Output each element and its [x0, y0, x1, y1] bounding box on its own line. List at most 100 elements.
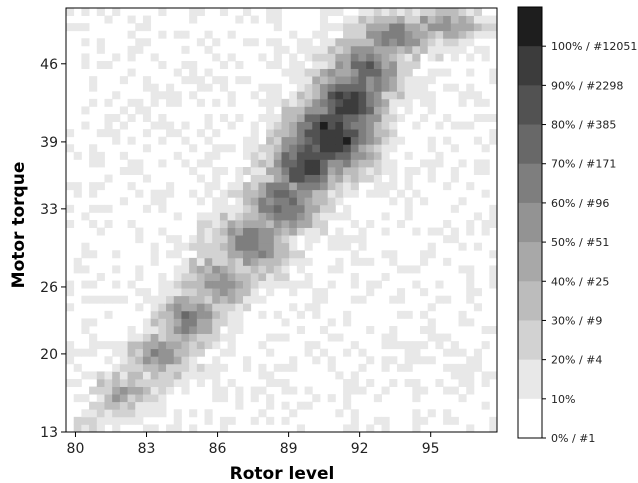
heatmap-cell: [327, 174, 336, 183]
heatmap-cell: [135, 371, 144, 380]
heatmap-cell: [158, 204, 167, 213]
heatmap-cell: [89, 159, 98, 168]
heatmap-cell: [266, 174, 275, 183]
heatmap-cell: [250, 136, 259, 145]
heatmap-cell: [281, 167, 290, 175]
colorbar-label: 10%: [551, 393, 575, 406]
heatmap-cell: [204, 68, 213, 77]
heatmap-cell: [127, 341, 136, 350]
heatmap-cell: [127, 182, 136, 191]
heatmap-cell: [389, 30, 398, 39]
heatmap-cell: [81, 38, 90, 47]
heatmap-cell: [150, 341, 159, 350]
heatmap-cell: [112, 416, 121, 425]
colorbar-label: 20% / #4: [551, 354, 602, 367]
heatmap-cell: [420, 76, 429, 85]
heatmap-cell: [343, 348, 352, 357]
heatmap-cell: [296, 114, 305, 122]
heatmap-cell: [189, 8, 198, 16]
heatmap-cell: [104, 409, 113, 418]
heatmap-cell: [312, 174, 321, 183]
heatmap-cell: [189, 15, 198, 24]
heatmap-cell: [312, 235, 321, 244]
heatmap-cell: [296, 106, 305, 115]
heatmap-cell: [166, 333, 175, 342]
heatmap-cell: [258, 204, 267, 213]
heatmap-cell: [266, 106, 275, 115]
colorbar-segment: [518, 398, 542, 439]
heatmap-cell: [112, 409, 121, 418]
heatmap-cell: [81, 280, 90, 289]
heatmap-cell: [343, 189, 352, 198]
heatmap-cell: [96, 273, 105, 281]
heatmap-cell: [381, 23, 390, 32]
heatmap-cell: [389, 91, 398, 100]
heatmap-cell: [373, 129, 382, 138]
heatmap-cell: [219, 83, 229, 92]
heatmap-cell: [389, 83, 398, 92]
heatmap-cell: [181, 121, 190, 130]
heatmap-cell: [189, 76, 198, 85]
heatmap-cell: [281, 416, 290, 425]
heatmap-cell: [458, 23, 467, 32]
heatmap-cell: [489, 129, 498, 138]
heatmap-cell: [350, 379, 359, 387]
heatmap-cell: [273, 242, 282, 251]
heatmap-cell: [489, 424, 498, 433]
heatmap-cell: [412, 30, 421, 39]
heatmap-cell: [327, 61, 336, 69]
heatmap-cell: [173, 280, 182, 289]
heatmap-cell: [219, 394, 229, 403]
heatmap-cell: [89, 348, 98, 357]
heatmap-cell: [142, 76, 152, 85]
heatmap-cell: [281, 189, 290, 198]
heatmap-cell: [381, 38, 390, 47]
heatmap-cell: [173, 303, 182, 312]
heatmap-cell: [166, 303, 175, 312]
heatmap-cell: [196, 280, 205, 289]
heatmap-cell: [366, 61, 375, 69]
heatmap-cell: [196, 212, 205, 221]
heatmap-cell: [227, 220, 236, 228]
heatmap-cell: [466, 265, 475, 274]
heatmap-cell: [304, 348, 313, 357]
heatmap-cell: [204, 136, 213, 145]
heatmap-cell: [243, 363, 252, 372]
heatmap-cell: [166, 91, 175, 100]
heatmap-cell: [243, 182, 252, 191]
heatmap-cell: [381, 250, 390, 259]
heatmap-cell: [166, 235, 175, 244]
heatmap-cell: [281, 250, 290, 259]
heatmap-cell: [335, 265, 344, 274]
heatmap-cell: [343, 121, 352, 130]
heatmap-cell: [266, 129, 275, 138]
heatmap-cell: [427, 167, 436, 175]
heatmap-cell: [343, 129, 352, 138]
heatmap-cell: [235, 114, 244, 122]
heatmap-cell: [212, 379, 221, 387]
heatmap-cell: [189, 273, 198, 281]
heatmap-cell: [404, 182, 413, 191]
colorbar-label: 80% / #385: [551, 119, 616, 132]
heatmap-cell: [135, 333, 144, 342]
colorbar-segment: [518, 242, 542, 282]
heatmap-cell: [127, 371, 136, 380]
heatmap-cell: [250, 204, 259, 213]
heatmap-cell: [258, 341, 267, 350]
heatmap-cell: [235, 15, 244, 24]
heatmap-cell: [250, 386, 259, 395]
heatmap-cell: [466, 386, 475, 395]
heatmap-cell: [219, 273, 229, 281]
heatmap-cell: [219, 333, 229, 342]
heatmap-cell: [381, 363, 390, 372]
heatmap-cell: [412, 341, 421, 350]
heatmap-cell: [350, 371, 359, 380]
heatmap-cell: [373, 91, 382, 100]
heatmap-cell: [489, 250, 498, 259]
heatmap-cell: [235, 386, 244, 395]
heatmap-cell: [350, 144, 359, 153]
heatmap-cell: [219, 227, 229, 236]
heatmap-cell: [296, 401, 305, 410]
heatmap-cell: [135, 23, 144, 32]
heatmap-cell: [273, 250, 282, 259]
